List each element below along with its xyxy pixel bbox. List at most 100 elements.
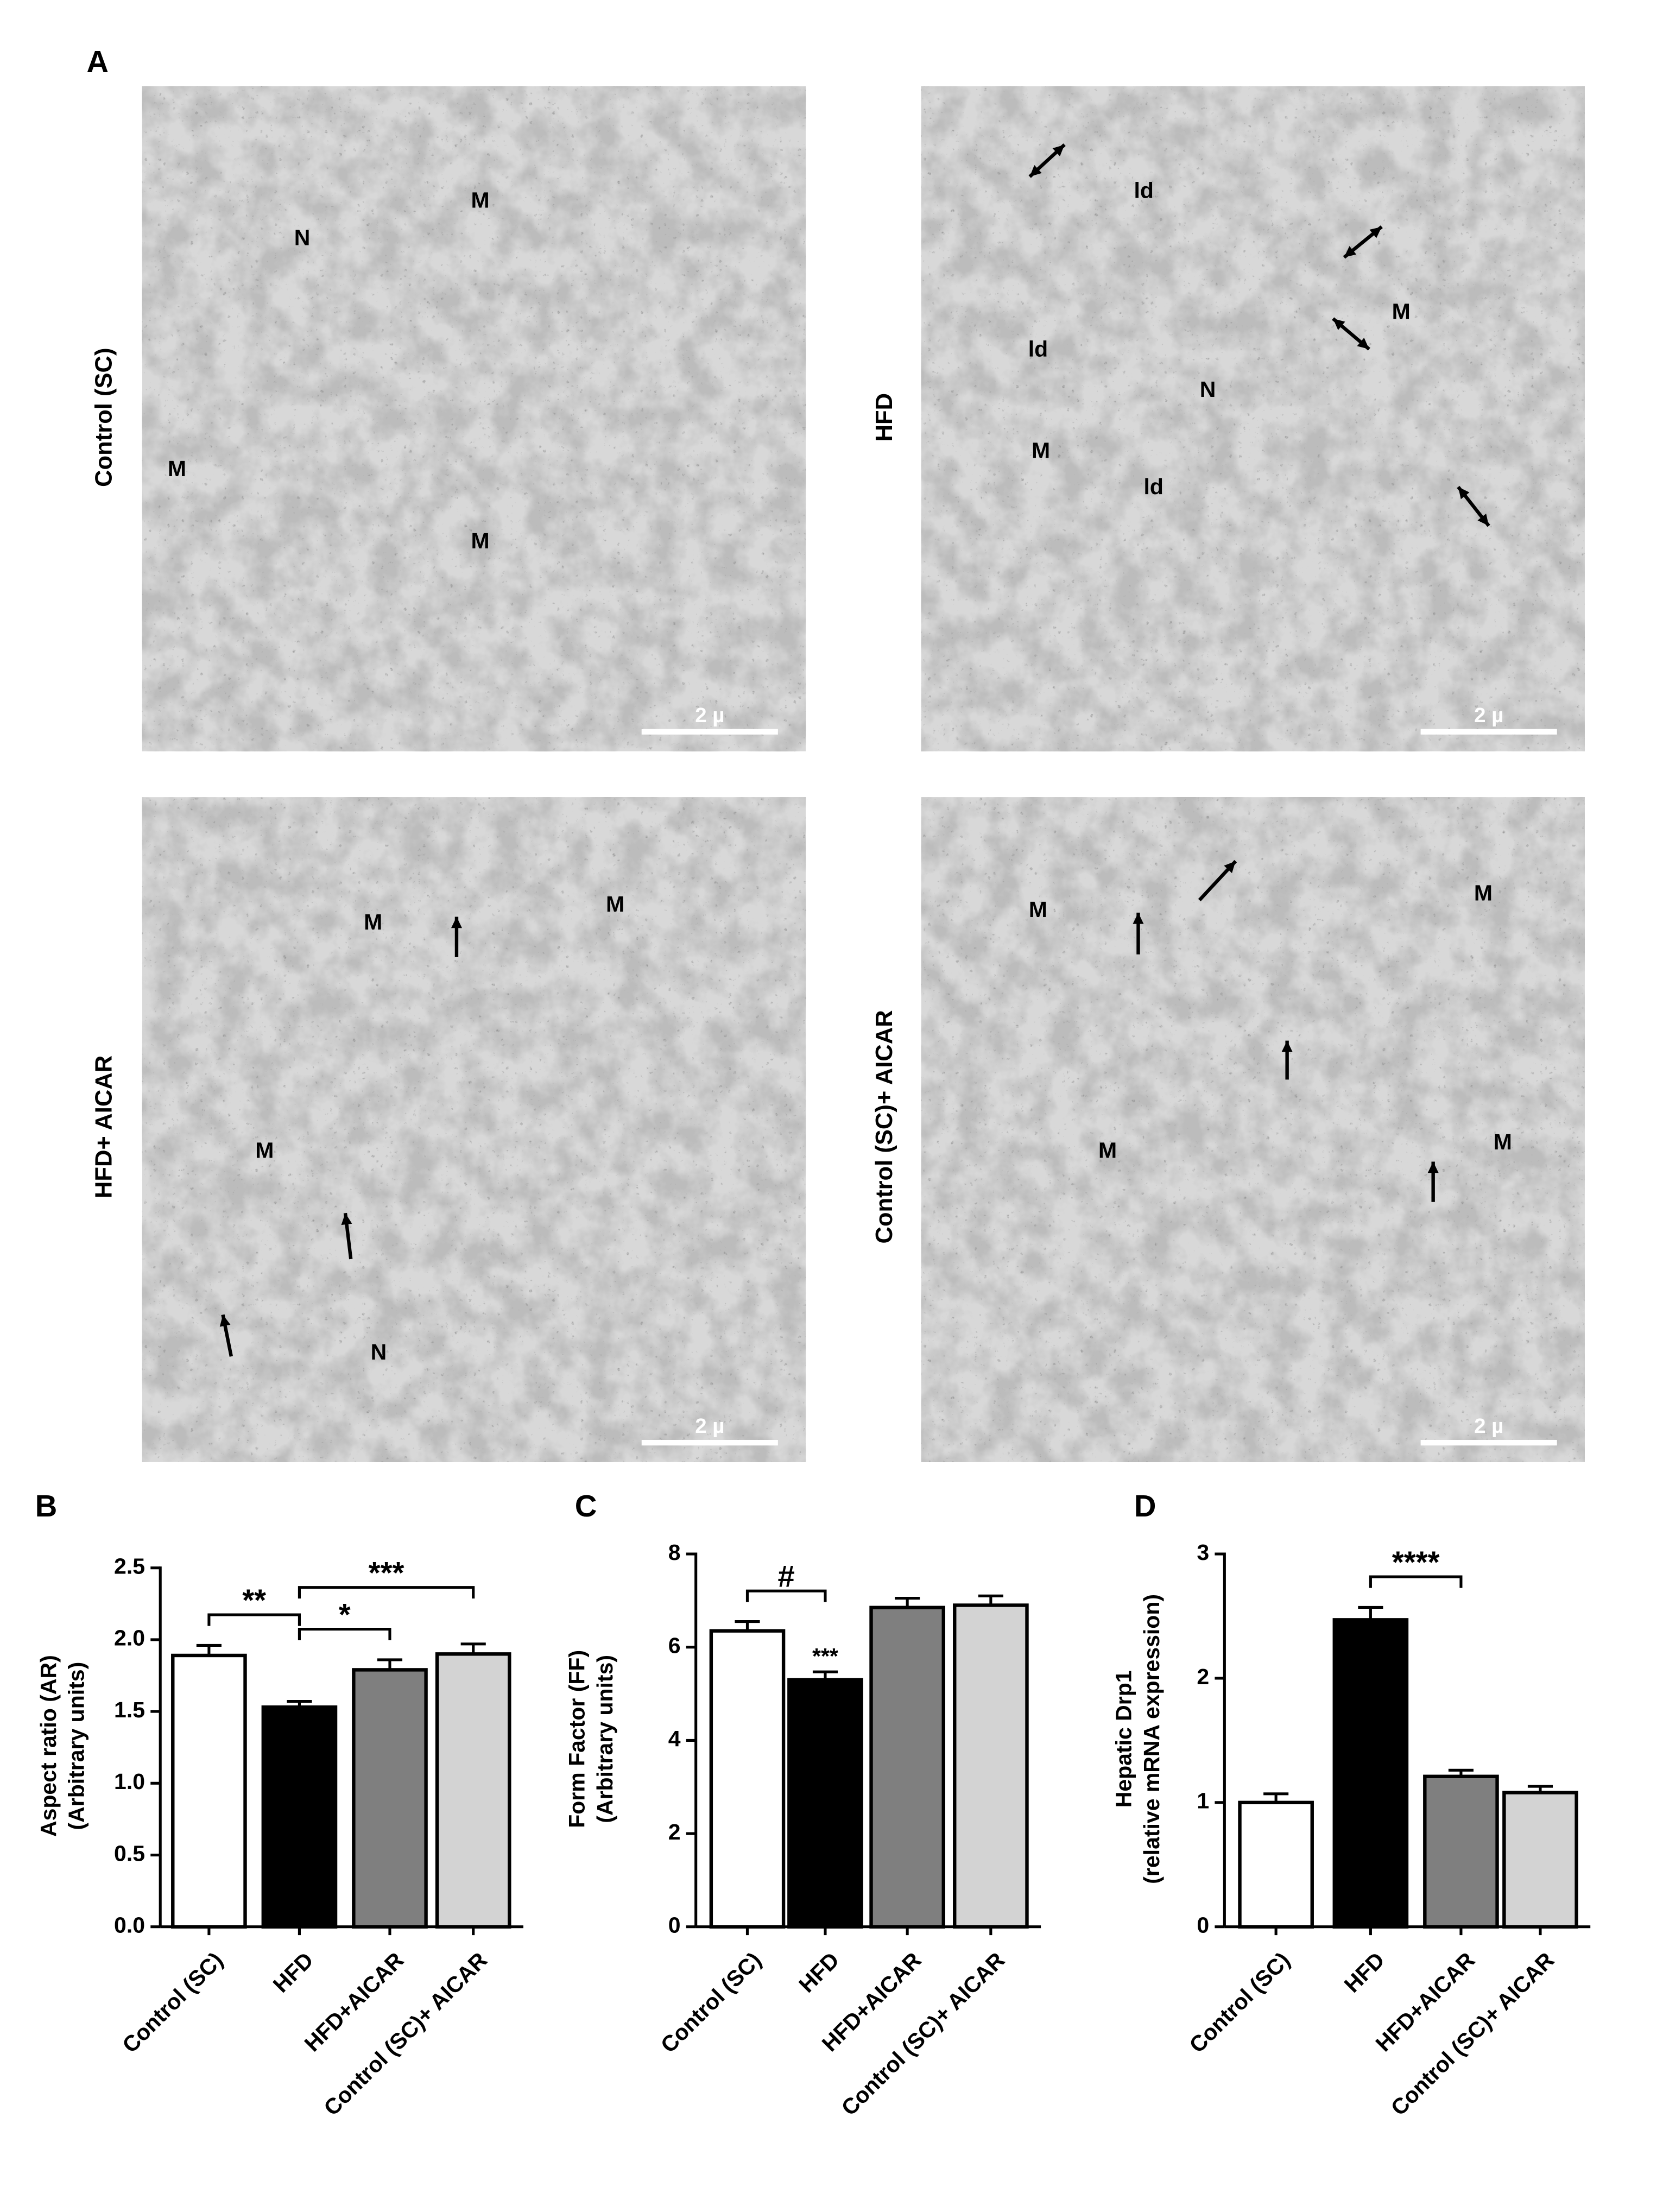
y-axis-label: Hepatic Drp1 [1111,1670,1136,1807]
y-tick-label: 2.0 [114,1626,145,1651]
y-tick-label: 4 [668,1726,681,1751]
structure-label: M [1029,897,1047,922]
y-tick-label: 2 [1197,1664,1209,1689]
structure-label: M [255,1137,274,1162]
significance-bracket [207,1613,301,1626]
x-tick-label: Control (SC) [656,1948,766,2058]
bar [1502,1791,1578,1929]
structure-label: M [1392,299,1411,324]
arrow-head [451,917,463,928]
y-axis-label: Aspect ratio (AR) [36,1655,61,1837]
y-tick-label: 3 [1197,1540,1209,1565]
y-tick-label: 2.5 [114,1554,145,1579]
significance: *** [812,1644,838,1669]
structure-label: N [371,1339,387,1364]
scale-bar-label: 2 µ [1474,704,1503,727]
scale-bar-label: 2 µ [695,704,724,727]
bar [1423,1774,1499,1929]
arrow-head [219,1314,231,1327]
significance: **** [1392,1545,1440,1579]
y-axis-label: (Arbitrary units) [64,1662,88,1830]
structure-label: M [168,456,186,481]
structure-label: M [471,528,489,553]
significance-bracket [1369,1575,1463,1588]
significance: * [339,1597,351,1632]
significance: ** [242,1583,266,1617]
structure-label: M [1474,880,1493,905]
structure-label: ld [1028,337,1048,362]
x-tick-label: Control (SC) [117,1948,227,2058]
structure-label: M [1032,438,1050,463]
arrow-head [1333,318,1345,330]
structure-label: N [1200,377,1216,402]
arrow-head [1344,246,1357,258]
arrow-head [1369,226,1382,238]
arrow-head [1427,1161,1439,1173]
structure-label: ld [1143,474,1163,499]
significance: *** [369,1556,404,1590]
micrograph-speckle [142,797,806,1462]
significance: # [778,1559,795,1593]
y-axis-label: (Arbitrary units) [592,1655,617,1823]
micrograph-title: HFD [871,393,897,442]
y-tick-label: 1.0 [114,1769,145,1794]
y-tick-label: 0 [668,1913,681,1938]
panel-label: A [86,45,109,79]
x-tick-label: Control (SC)+ AICAR [319,1948,492,2121]
panel-label: D [1134,1489,1156,1523]
micrograph-speckle [921,797,1585,1462]
structure-label: M [1494,1129,1512,1154]
y-tick-label: 0.0 [114,1913,145,1938]
y-tick-label: 2 [668,1819,681,1844]
x-tick-label: HFD [1339,1948,1389,1998]
bar [787,1678,863,1929]
bar [435,1652,511,1929]
micrograph-title: Control (SC)+ AICAR [871,1010,897,1243]
panel-label: B [35,1489,58,1523]
arrow-head [1133,912,1144,924]
arrow-head [1357,338,1369,350]
x-tick-label: HFD [794,1948,844,1998]
arrow-head [1052,144,1065,156]
x-tick-label: Control (SC)+ AICAR [837,1948,1010,2121]
x-tick-label: HFD [268,1948,318,1998]
bar [261,1705,338,1929]
structure-label: M [471,187,489,212]
significance-bracket [298,1627,391,1641]
structure-label: M [364,909,382,934]
y-tick-label: 1.5 [114,1697,145,1722]
micrograph-title: Control (SC) [91,347,117,486]
y-axis-label: (relative mRNA expression) [1139,1594,1164,1884]
bar [171,1653,247,1929]
structure-label: M [606,892,624,917]
scale-bar-label: 2 µ [1474,1414,1503,1438]
y-tick-label: 0 [1197,1913,1209,1938]
x-tick-label: Control (SC) [1185,1948,1295,2058]
y-tick-label: 1 [1197,1788,1209,1813]
micrograph-speckle [921,86,1585,751]
bar [1332,1618,1409,1929]
y-axis-label: Form Factor (FF) [565,1650,590,1828]
bar [1238,1800,1314,1929]
bar [869,1606,945,1929]
panel-label: C [575,1489,597,1523]
arrow-head [1477,514,1489,526]
micrograph-speckle [142,86,806,751]
structure-label: M [1098,1137,1117,1162]
y-tick-label: 0.5 [114,1841,145,1866]
y-tick-label: 8 [668,1540,681,1565]
arrow-head [1458,486,1470,500]
arrow-head [1224,861,1236,874]
structure-label: ld [1134,178,1154,203]
arrow-head [1281,1040,1293,1052]
arrow-head [341,1213,352,1225]
y-tick-label: 6 [668,1633,681,1658]
scale-bar-label: 2 µ [695,1414,724,1438]
bar [953,1603,1029,1929]
significance-bracket [298,1586,475,1599]
significance-bracket [745,1589,827,1602]
bar [709,1629,786,1929]
micrograph-title: HFD+ AICAR [91,1056,117,1198]
structure-label: N [294,225,311,250]
x-tick-label: Control (SC)+ AICAR [1386,1948,1559,2121]
